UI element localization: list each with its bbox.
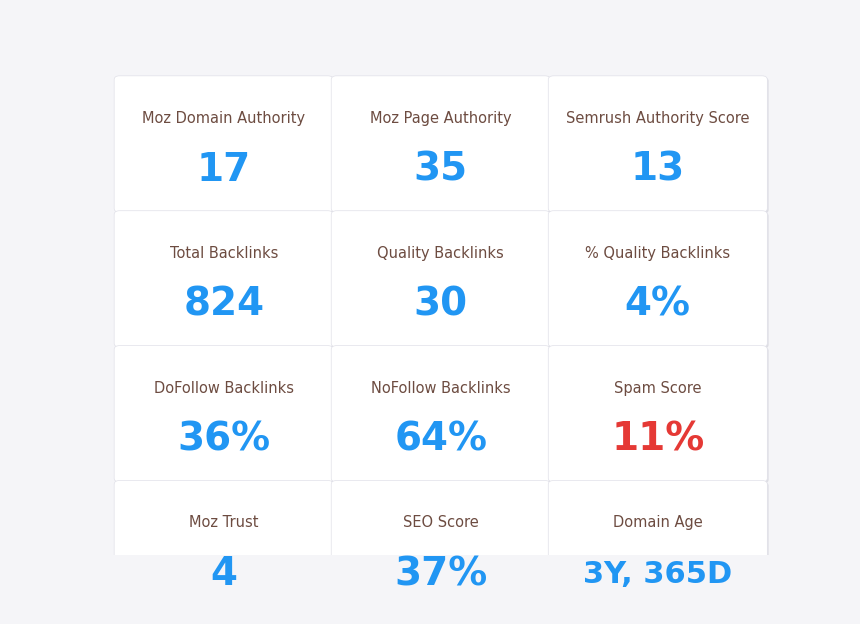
Text: 30: 30	[414, 286, 468, 324]
Text: 17: 17	[197, 151, 251, 188]
Text: SEO Score: SEO Score	[402, 515, 479, 530]
FancyBboxPatch shape	[331, 346, 550, 482]
FancyBboxPatch shape	[550, 347, 769, 484]
FancyBboxPatch shape	[333, 482, 551, 618]
FancyBboxPatch shape	[333, 347, 551, 484]
FancyBboxPatch shape	[550, 212, 769, 349]
Text: Total Backlinks: Total Backlinks	[169, 246, 278, 261]
FancyBboxPatch shape	[115, 347, 335, 484]
FancyBboxPatch shape	[549, 76, 767, 212]
Text: 824: 824	[183, 286, 264, 324]
FancyBboxPatch shape	[550, 482, 769, 618]
FancyBboxPatch shape	[333, 212, 551, 349]
Text: Quality Backlinks: Quality Backlinks	[378, 246, 504, 261]
Text: 3Y, 365D: 3Y, 365D	[583, 560, 733, 589]
Text: Semrush Authority Score: Semrush Authority Score	[566, 111, 750, 126]
FancyBboxPatch shape	[333, 77, 551, 213]
Text: Moz Trust: Moz Trust	[189, 515, 259, 530]
FancyBboxPatch shape	[114, 211, 333, 347]
FancyBboxPatch shape	[115, 482, 335, 618]
Text: 13: 13	[630, 151, 685, 188]
FancyBboxPatch shape	[114, 480, 333, 617]
Text: 64%: 64%	[394, 421, 488, 459]
Text: Domain Age: Domain Age	[613, 515, 703, 530]
Text: 35: 35	[414, 151, 468, 188]
Text: Moz Page Authority: Moz Page Authority	[370, 111, 512, 126]
FancyBboxPatch shape	[115, 77, 335, 213]
FancyBboxPatch shape	[115, 212, 335, 349]
Text: 4: 4	[210, 555, 237, 593]
FancyBboxPatch shape	[331, 480, 550, 617]
Text: % Quality Backlinks: % Quality Backlinks	[586, 246, 730, 261]
FancyBboxPatch shape	[550, 77, 769, 213]
FancyBboxPatch shape	[549, 211, 767, 347]
FancyBboxPatch shape	[331, 76, 550, 212]
Text: 11%: 11%	[611, 421, 704, 459]
FancyBboxPatch shape	[549, 346, 767, 482]
Text: NoFollow Backlinks: NoFollow Backlinks	[371, 381, 511, 396]
FancyBboxPatch shape	[331, 211, 550, 347]
FancyBboxPatch shape	[549, 480, 767, 617]
Text: DoFollow Backlinks: DoFollow Backlinks	[154, 381, 294, 396]
Text: 36%: 36%	[177, 421, 270, 459]
FancyBboxPatch shape	[114, 76, 333, 212]
Text: 37%: 37%	[394, 555, 488, 593]
Text: Spam Score: Spam Score	[614, 381, 702, 396]
Text: 4%: 4%	[625, 286, 691, 324]
Text: Moz Domain Authority: Moz Domain Authority	[142, 111, 305, 126]
FancyBboxPatch shape	[114, 346, 333, 482]
